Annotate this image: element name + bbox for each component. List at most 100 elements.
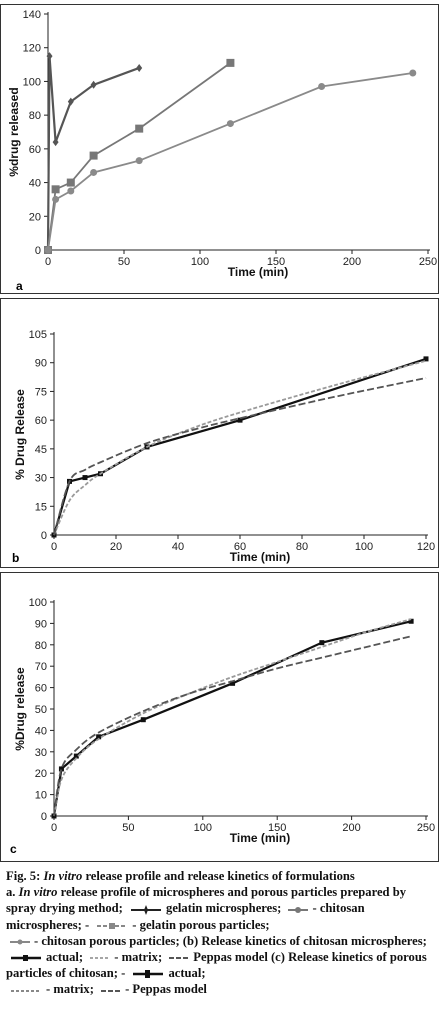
data-point <box>90 80 97 89</box>
x-tick-label: 200 <box>343 256 361 268</box>
series-line-2 <box>53 618 412 817</box>
legend-c-3: - Peppas model <box>125 982 207 997</box>
data-point <box>226 120 234 128</box>
x-tick-label: 60 <box>234 541 246 553</box>
data-point <box>44 246 52 254</box>
x-tick-label: 80 <box>296 541 308 553</box>
x-tick-label: 100 <box>355 541 373 553</box>
x-tick-label: 150 <box>267 256 285 268</box>
data-point <box>237 417 243 423</box>
y-tick-label: 100 <box>23 76 41 88</box>
y-tick-label: 45 <box>35 444 47 456</box>
y-tick-label: 60 <box>29 144 41 156</box>
caption-fig-label: Fig. 5: <box>6 869 41 883</box>
caption-a-italic: In vitro <box>18 885 58 900</box>
caption-title: release profile and release kinetics of … <box>85 869 355 883</box>
y-tick-label: 60 <box>35 683 47 695</box>
y-tick-label: 0 <box>41 811 47 823</box>
x-tick-label: 150 <box>268 822 286 834</box>
legend-chitosan-microspheres-icon <box>288 906 309 913</box>
legend-b-2: - matrix; <box>114 950 163 965</box>
legend-c-matrix-icon <box>11 989 41 992</box>
legend-b-3: Peppas model (c) Release kinetics of por… <box>6 950 427 981</box>
y-tick-label: 75 <box>35 386 47 398</box>
y-axis-label: % Drug Release <box>13 389 27 480</box>
y-tick-label: 90 <box>35 358 47 370</box>
y-tick-label: 50 <box>35 704 47 716</box>
x-tick-label: 0 <box>51 541 57 553</box>
data-point <box>135 124 144 133</box>
legend-c-1: actual; <box>168 966 206 981</box>
y-tick-label: 30 <box>35 747 47 759</box>
y-tick-label: 0 <box>41 530 47 542</box>
data-point <box>90 168 98 176</box>
x-tick-label: 120 <box>417 541 435 553</box>
series-line-2 <box>53 359 427 536</box>
data-point <box>67 97 74 106</box>
y-tick-label: 105 <box>29 329 47 341</box>
data-point <box>66 178 75 187</box>
data-point <box>319 640 325 646</box>
data-point <box>52 195 60 203</box>
data-point <box>96 734 102 740</box>
y-tick-label: 90 <box>35 618 47 630</box>
caption-title-italic: In vitro <box>43 869 83 883</box>
data-point <box>52 138 59 147</box>
caption-a-prefix: a. <box>6 885 16 900</box>
legend-a-1: gelatin microspheres; <box>166 901 282 916</box>
y-tick-label: 60 <box>35 415 47 427</box>
legend-c-2: - matrix; <box>46 982 94 997</box>
chart-a: 0 50 100 150 200 250 0 20 40 60 80 100 120 140 Time (m… <box>0 4 439 294</box>
x-axis-label: Time (min) <box>230 831 290 845</box>
legend-c-actual-icon <box>133 970 164 979</box>
x-tick-label: 100 <box>191 256 209 268</box>
legend-a-4: - chitosan porous particles; (b) Release… <box>34 933 427 948</box>
legend-b-actual-icon <box>11 955 41 962</box>
x-axis-label: Time (min) <box>230 550 290 564</box>
y-tick-label: 15 <box>35 501 47 513</box>
y-axis-label: %Drug release <box>13 667 27 751</box>
x-tick-label: 200 <box>342 822 360 834</box>
data-point <box>230 680 236 686</box>
x-tick-label: 20 <box>110 541 122 553</box>
legend-c-peppas-icon <box>101 989 122 992</box>
data-point <box>423 356 429 362</box>
legend-a-3: gelatin porous particles; <box>139 917 270 932</box>
y-tick-label: 20 <box>35 768 47 780</box>
data-point <box>140 717 146 723</box>
y-axis-label: %drug released <box>7 87 21 176</box>
x-tick-label: 250 <box>419 256 437 268</box>
panel-label-b: b <box>12 551 19 565</box>
data-point <box>67 187 75 195</box>
y-tick-label: 140 <box>23 9 41 21</box>
x-tick-label: 250 <box>417 822 435 834</box>
panel-label-a: a <box>16 279 23 293</box>
x-axis-label: Time (min) <box>228 265 288 279</box>
data-point <box>136 63 143 72</box>
y-tick-label: 0 <box>35 245 41 257</box>
data-point <box>73 753 79 759</box>
legend-b-1: actual; <box>46 950 84 965</box>
data-point <box>408 618 414 624</box>
chart-c: 0 50 100 150 200 250 0 10 20 30 40 50 60 70 80 90 100 Tim… <box>0 572 439 862</box>
x-tick-label: 40 <box>172 541 184 553</box>
y-tick-label: 20 <box>29 211 41 223</box>
legend-b-matrix-icon <box>90 957 111 959</box>
legend-gelatin-porous-icon <box>97 922 128 929</box>
data-point <box>226 58 235 67</box>
data-point <box>89 151 98 160</box>
legend-gelatin-microspheres-icon <box>131 904 162 915</box>
y-tick-label: 10 <box>35 790 47 802</box>
caption-a-text: release profile of microspheres and poro… <box>6 885 406 916</box>
data-point <box>409 69 417 77</box>
y-tick-label: 80 <box>29 110 41 122</box>
x-tick-label: 50 <box>118 256 130 268</box>
x-tick-label: 100 <box>194 822 212 834</box>
y-tick-label: 80 <box>35 640 47 652</box>
data-point <box>82 475 88 481</box>
data-point <box>51 185 60 194</box>
x-tick-label: 50 <box>122 822 134 834</box>
y-tick-label: 30 <box>35 473 47 485</box>
series-line-3 <box>53 377 427 536</box>
data-point <box>318 82 326 90</box>
